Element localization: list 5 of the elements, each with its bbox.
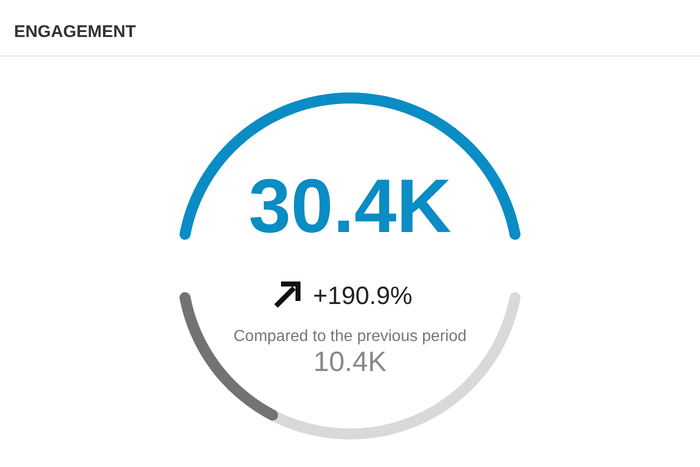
data-label: 10.4K [313,346,387,377]
data-label: 30.4K [248,164,452,249]
text: Compared to the previous period [233,328,467,345]
text: +190.9% [313,282,412,310]
text: ENGAGEMENT [14,22,136,41]
